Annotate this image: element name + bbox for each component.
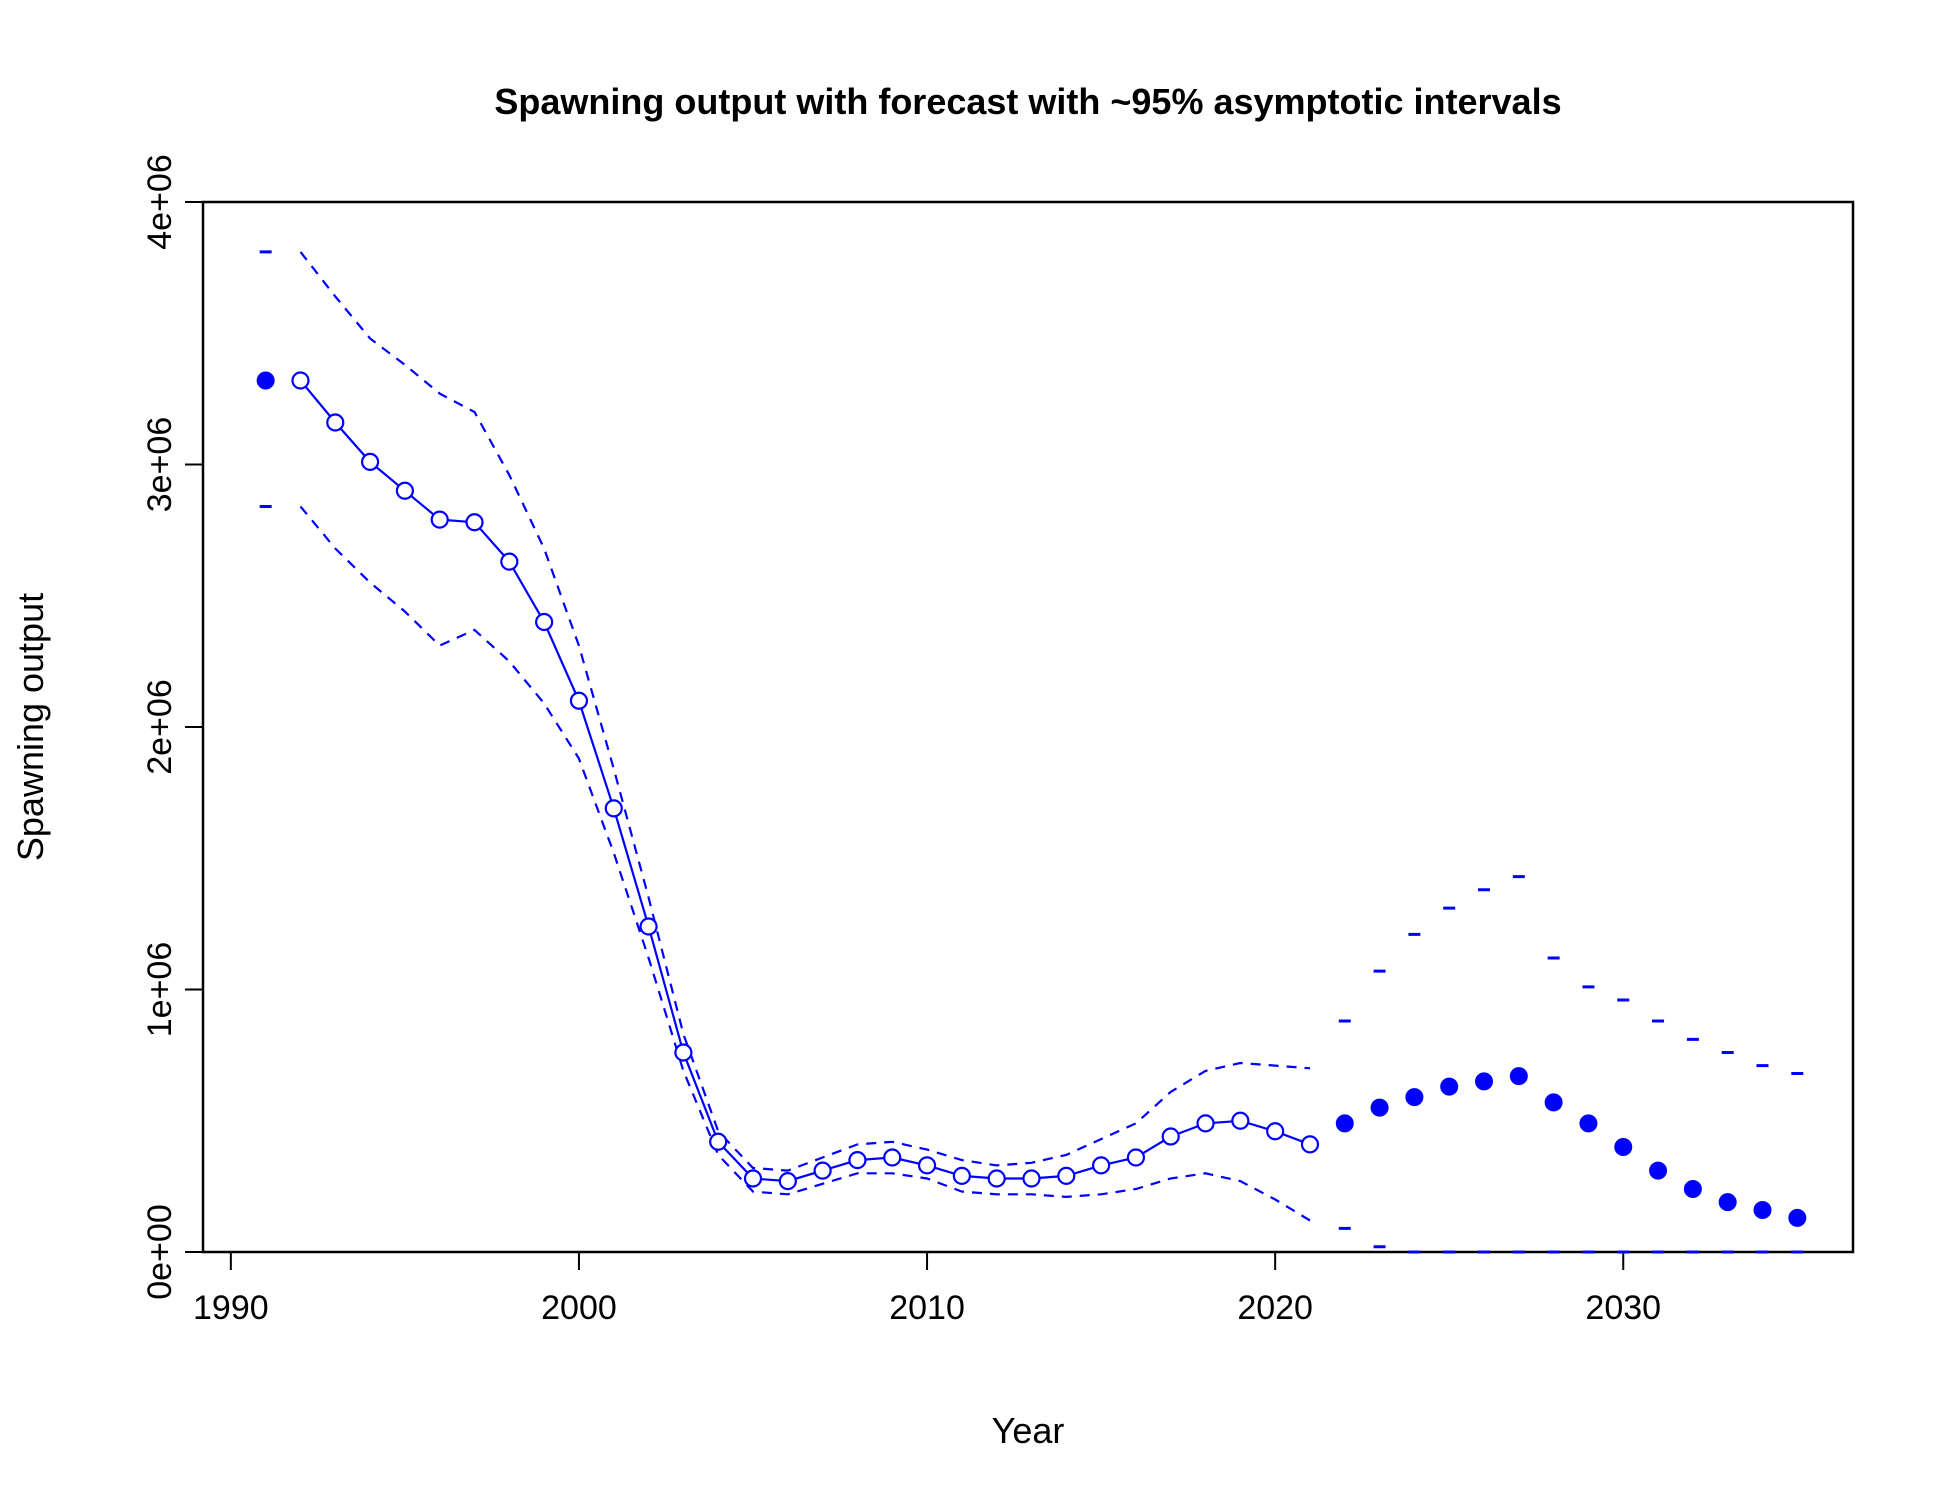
estimated-point bbox=[604, 799, 623, 818]
y-tick-label: 1e+06 bbox=[141, 942, 179, 1038]
x-tick-label: 2000 bbox=[541, 1289, 617, 1327]
forecast-point bbox=[1440, 1077, 1459, 1096]
estimated-point bbox=[639, 917, 658, 936]
estimated-point bbox=[743, 1169, 763, 1188]
estimated-point bbox=[917, 1156, 937, 1175]
confidence-intervals bbox=[259, 250, 1804, 1254]
forecast-point bbox=[1335, 1114, 1354, 1133]
lower-interval-line bbox=[299, 505, 1311, 1222]
estimated-point bbox=[674, 1043, 693, 1062]
estimated-line bbox=[299, 379, 1311, 1183]
virgin-point bbox=[256, 371, 275, 390]
estimated-point bbox=[1022, 1169, 1041, 1188]
estimated-point bbox=[778, 1172, 797, 1191]
y-axis: 0e+00 1e+06 2e+06 3e+06 4e+06 bbox=[141, 154, 204, 1300]
forecast-point bbox=[1753, 1201, 1772, 1219]
estimated-point bbox=[987, 1169, 1006, 1188]
estimated-point bbox=[1161, 1127, 1180, 1146]
estimated-point bbox=[395, 481, 414, 500]
series bbox=[256, 371, 1807, 1227]
x-axis: 1990 2000 2010 2020 2030 bbox=[193, 1251, 1661, 1327]
plot-frame bbox=[201, 200, 1855, 1254]
estimated-point bbox=[360, 452, 380, 471]
estimated-point bbox=[430, 510, 449, 529]
x-tick-label: 2030 bbox=[1585, 1289, 1661, 1327]
forecast-point bbox=[1579, 1114, 1598, 1133]
estimated-point bbox=[326, 413, 345, 432]
forecast-point bbox=[1475, 1072, 1494, 1091]
x-tick-label: 1990 bbox=[193, 1289, 269, 1327]
estimated-point bbox=[883, 1148, 902, 1167]
estimated-point bbox=[569, 691, 589, 710]
estimated-point bbox=[1300, 1135, 1320, 1154]
chart-title: Spawning output with forecast with ~95% … bbox=[494, 81, 1561, 122]
y-tick-label: 2e+06 bbox=[141, 679, 179, 775]
estimated-point bbox=[709, 1132, 728, 1151]
x-tick-label: 2010 bbox=[889, 1289, 965, 1327]
y-tick-label: 4e+06 bbox=[141, 154, 179, 250]
estimated-point bbox=[465, 513, 484, 532]
forecast-point bbox=[1788, 1208, 1807, 1227]
forecast-point bbox=[1683, 1180, 1702, 1198]
estimated-point bbox=[1266, 1122, 1285, 1141]
estimated-point bbox=[1196, 1114, 1215, 1133]
y-tick-label: 0e+00 bbox=[141, 1204, 179, 1300]
upper-interval-line bbox=[299, 251, 1311, 1172]
estimated-point bbox=[1092, 1156, 1111, 1175]
forecast-point bbox=[1614, 1138, 1633, 1156]
x-axis-label: Year bbox=[992, 1410, 1065, 1451]
forecast-point bbox=[1649, 1161, 1668, 1180]
forecast-point bbox=[1405, 1088, 1424, 1107]
x-tick-label: 2020 bbox=[1237, 1289, 1313, 1327]
estimated-point bbox=[848, 1151, 867, 1170]
forecast-point bbox=[1509, 1067, 1528, 1086]
estimated-point bbox=[291, 371, 310, 390]
forecast-point bbox=[1718, 1193, 1737, 1212]
estimated-point bbox=[500, 552, 519, 571]
estimated-point bbox=[813, 1161, 832, 1180]
estimated-point bbox=[535, 612, 554, 632]
y-tick-label: 3e+06 bbox=[141, 417, 179, 513]
y-axis-label: Spawning output bbox=[10, 593, 51, 861]
forecast-point bbox=[1370, 1098, 1389, 1117]
estimated-point bbox=[1126, 1148, 1146, 1167]
forecast-point bbox=[1544, 1093, 1563, 1112]
estimated-point bbox=[1231, 1111, 1250, 1130]
estimated-point bbox=[1057, 1166, 1076, 1185]
estimated-point bbox=[952, 1166, 971, 1185]
